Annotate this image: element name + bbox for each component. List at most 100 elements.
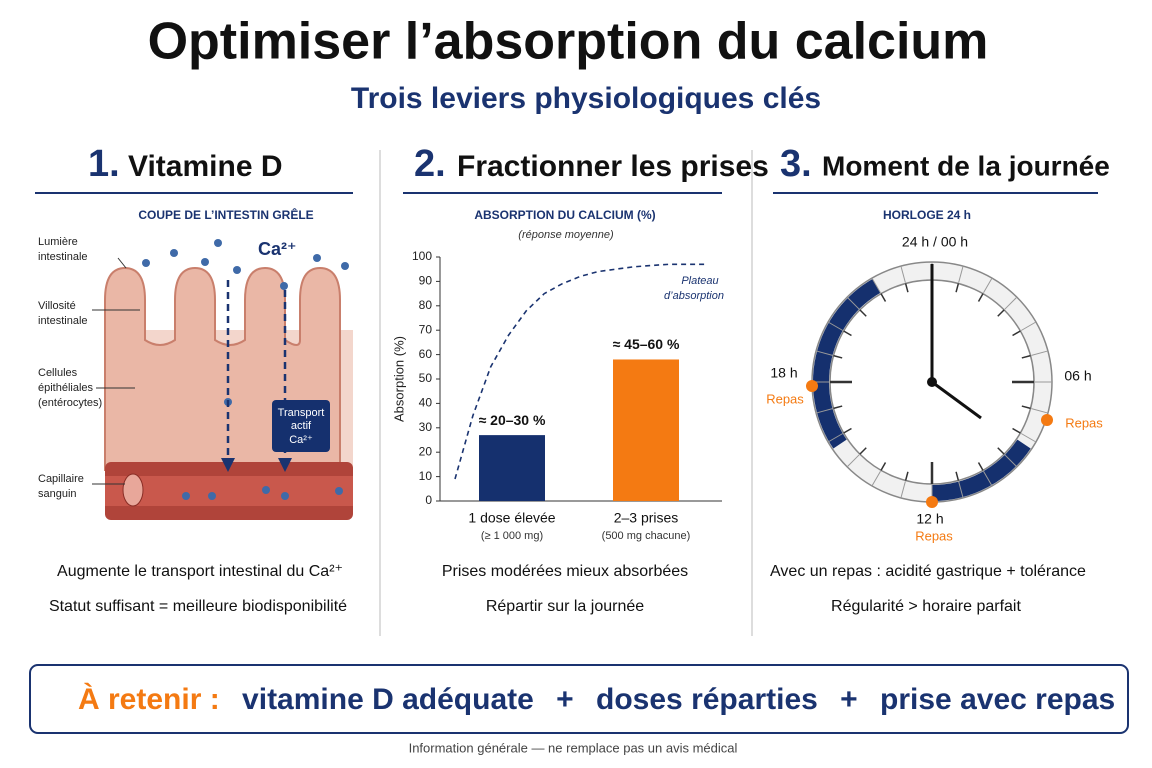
y-tick-label: 100	[412, 249, 432, 263]
ring-divider	[871, 277, 881, 294]
y-axis-label: Absorption (%)	[391, 336, 406, 422]
ring-divider	[1020, 433, 1037, 443]
clock-label: 18 h	[770, 365, 797, 381]
y-tick-label: 90	[419, 274, 433, 288]
hour-tick	[904, 283, 909, 293]
hour-tick	[843, 427, 852, 434]
note: Statut suffisant = meilleure biodisponib…	[49, 598, 347, 615]
ring-divider	[871, 470, 881, 487]
clock-label: 12 h	[916, 511, 943, 527]
ring-divider	[1031, 350, 1049, 356]
meal-label: Repas	[915, 528, 953, 543]
takeaway-item: vitamine D adéquate	[242, 683, 534, 716]
section-heading: Moment de la journée	[822, 150, 1110, 181]
clock-label: 24 h / 00 h	[902, 234, 968, 250]
hour-tick	[955, 283, 960, 293]
ions	[142, 239, 349, 500]
meal-label: Repas	[766, 391, 804, 406]
ring-divider	[846, 296, 860, 310]
chart-title: ABSORPTION DU CALCIUM (%)	[474, 208, 655, 222]
hour-tick	[904, 471, 909, 481]
hour-tick	[997, 309, 1005, 317]
capillary-section	[122, 473, 144, 507]
section-heading: Fractionner les prises	[457, 150, 769, 183]
hour-tick	[977, 293, 984, 302]
note: Avec un repas : acidité gastrique + tolé…	[770, 563, 1086, 580]
section-number: 1.	[88, 143, 120, 185]
chart-subtitle: (réponse moyenne)	[518, 229, 614, 241]
separator: +	[556, 683, 574, 716]
separator: +	[840, 683, 858, 716]
figure-title: COUPE DE L’INTESTIN GRÊLE	[138, 207, 313, 222]
note: Régularité > horaire parfait	[831, 598, 1021, 615]
value-label: ≈ 20–30 %	[479, 412, 546, 428]
box-text: actif	[291, 420, 312, 432]
figure-label: épithéliales	[38, 382, 94, 394]
takeaway-line: À retenir : vitamine D adéquate + doses …	[78, 682, 1115, 716]
x-tick-note: (500 mg chacune)	[602, 530, 691, 542]
hour-tick	[1021, 354, 1031, 359]
figure-label: Villosité	[38, 300, 76, 312]
figure-label: intestinale	[38, 315, 88, 327]
footer: Information générale — ne remplace pas u…	[409, 740, 738, 755]
ring-divider	[983, 277, 993, 294]
takeaway-label: À retenir :	[78, 682, 220, 716]
hour-tick	[880, 462, 887, 471]
section-number: 3.	[780, 143, 812, 185]
y-tick-label: 40	[419, 396, 433, 410]
y-tick-label: 20	[419, 444, 433, 458]
ring-divider	[827, 321, 844, 331]
y-tick-label: 60	[419, 347, 433, 361]
note: Répartir sur la journée	[486, 598, 644, 615]
hour-hand	[931, 380, 982, 420]
meal-window	[931, 439, 1031, 501]
plateau-curve	[454, 263, 705, 480]
hour-tick	[833, 354, 843, 359]
ring-divider	[900, 481, 906, 499]
hour-tick	[880, 293, 887, 302]
figure-label: sanguin	[38, 488, 77, 500]
ring-divider	[958, 481, 964, 499]
takeaway-item: prise avec repas	[880, 683, 1115, 716]
ring-divider	[1004, 296, 1018, 310]
meal-dot	[926, 496, 938, 508]
y-tick-label: 50	[419, 371, 433, 385]
section-number: 2.	[414, 143, 446, 185]
figure-label: (entérocytes)	[38, 397, 102, 409]
box-text: Ca²⁺	[289, 434, 313, 446]
note: Prises modérées mieux absorbées	[442, 563, 688, 580]
hour-tick	[843, 330, 852, 337]
annotation: d’absorption	[664, 290, 724, 302]
x-tick-label: 1 dose élevée	[468, 510, 555, 526]
hour-tick	[1021, 405, 1031, 410]
bar	[479, 435, 545, 501]
ring-divider	[900, 265, 906, 283]
ring-divider	[1004, 454, 1018, 468]
hour-tick	[859, 447, 867, 455]
annotation: Plateau	[681, 275, 718, 287]
x-tick-label: 2–3 prises	[614, 510, 679, 526]
hour-tick	[859, 309, 867, 317]
ion-label: Ca²⁺	[258, 239, 297, 259]
clock-center	[927, 377, 937, 387]
hour-tick	[1012, 330, 1021, 337]
transport-box	[272, 400, 330, 452]
meal-dot	[806, 380, 818, 392]
figure-label: Capillaire	[38, 473, 84, 485]
y-tick-label: 30	[419, 420, 433, 434]
note: Augmente le transport intestinal du Ca²⁺	[57, 563, 343, 580]
figure-label: intestinale	[38, 251, 88, 263]
ring-divider	[958, 265, 964, 283]
y-tick-label: 80	[419, 298, 433, 312]
hour-tick	[997, 447, 1005, 455]
arrow-head	[278, 458, 292, 472]
clock-label: 06 h	[1064, 368, 1091, 384]
hour-tick	[833, 405, 843, 410]
hour-tick	[977, 462, 984, 471]
y-tick-label: 10	[419, 469, 433, 483]
ring-divider	[1031, 408, 1049, 414]
meal-window	[813, 278, 881, 449]
ring-divider	[815, 408, 833, 414]
takeaway-box	[29, 664, 1129, 734]
